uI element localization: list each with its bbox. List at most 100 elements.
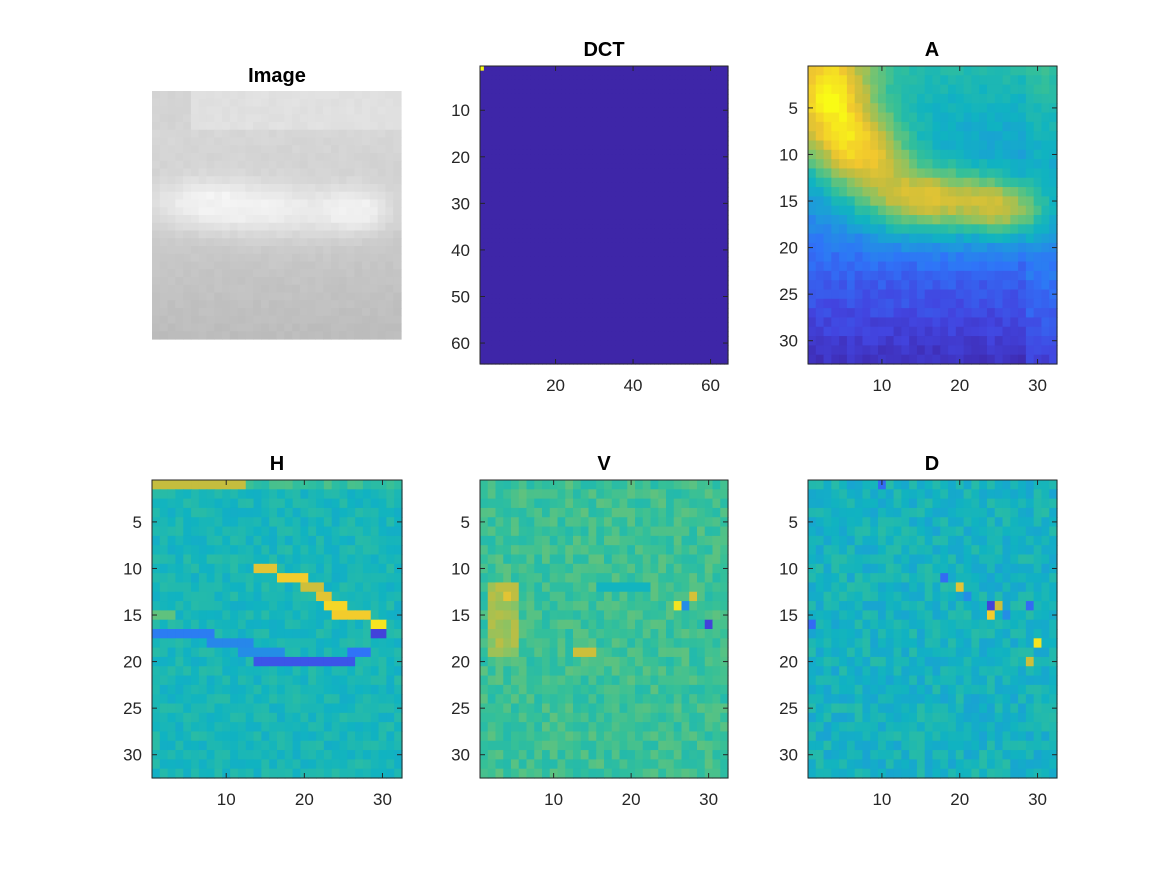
heatmap-cell: [495, 201, 500, 207]
heatmap-cell: [495, 177, 500, 184]
heatmap-cell: [229, 246, 239, 255]
heatmap-cell: [268, 284, 278, 294]
heatmap-cell: [229, 176, 239, 185]
heatmap-cell: [627, 140, 632, 146]
heatmap-cell: [611, 98, 617, 104]
heatmap-cell: [658, 135, 663, 142]
heatmap-cell: [487, 75, 493, 81]
heatmap-cell: [642, 261, 648, 267]
heatmap-cell: [377, 222, 387, 232]
heatmap-cell: [720, 331, 725, 337]
heatmap-cell: [557, 256, 562, 263]
heatmap-cell: [385, 230, 394, 239]
heatmap-cell: [483, 187, 489, 193]
heatmap-cell: [167, 284, 176, 294]
heatmap-cell: [611, 228, 617, 235]
heatmap-cell: [623, 159, 628, 165]
heatmap-cell: [338, 292, 348, 301]
heatmap-cell: [487, 317, 493, 323]
heatmap-cell: [538, 159, 543, 165]
heatmap-cell: [514, 168, 520, 174]
heatmap-cell: [534, 98, 539, 104]
heatmap-cell: [704, 345, 710, 351]
heatmap-cell: [724, 303, 729, 309]
heatmap-cell: [666, 350, 671, 356]
heatmap-cell: [522, 261, 528, 267]
heatmap-cell: [530, 201, 535, 207]
heatmap-cell: [635, 159, 640, 165]
heatmap-cell: [253, 222, 262, 232]
heatmap-cell: [685, 187, 690, 193]
heatmap-cell: [569, 219, 574, 225]
heatmap-cell: [724, 117, 729, 123]
heatmap-cell: [553, 126, 559, 132]
heatmap-cell: [650, 252, 655, 258]
heatmap-cell: [183, 98, 192, 108]
heatmap-cell: [393, 230, 402, 239]
heatmap-cell: [619, 112, 624, 118]
heatmap-cell: [584, 163, 590, 170]
heatmap-cell: [245, 98, 254, 108]
heatmap-cell: [638, 326, 644, 333]
heatmap-cell: [658, 219, 663, 225]
heatmap-cell: [615, 135, 621, 142]
heatmap-cell: [377, 246, 387, 255]
heatmap-cell: [638, 135, 644, 142]
heatmap-cell: [697, 331, 702, 337]
heatmap-cell: [253, 98, 262, 108]
heatmap-cell: [646, 350, 652, 356]
heatmap-cell: [615, 210, 621, 216]
heatmap-cell: [689, 317, 694, 323]
heatmap-cell: [708, 210, 714, 216]
heatmap-cell: [491, 322, 497, 328]
heatmap-cell: [635, 233, 640, 239]
heatmap-cell: [708, 238, 714, 244]
heatmap-cell: [669, 284, 675, 291]
heatmap-cell: [495, 256, 500, 263]
heatmap-cell: [561, 173, 566, 179]
heatmap-cell: [573, 145, 578, 151]
heatmap-cell: [354, 315, 363, 325]
heatmap-cell: [689, 159, 694, 165]
heatmap-cell: [511, 266, 516, 272]
heatmap-cell: [175, 114, 184, 123]
heatmap-cell: [615, 252, 621, 258]
heatmap-cell: [704, 308, 710, 314]
heatmap-cell: [268, 207, 278, 216]
heatmap-cell: [377, 129, 387, 139]
heatmap-cell: [604, 177, 609, 184]
heatmap-cell: [576, 182, 582, 188]
heatmap-cell: [549, 322, 555, 328]
heatmap-cell: [658, 187, 663, 193]
heatmap-cell: [534, 345, 539, 351]
heatmap-cell: [542, 182, 547, 188]
heatmap-cell: [159, 184, 169, 193]
heatmap-cell: [716, 126, 721, 132]
heatmap-cell: [658, 196, 663, 202]
heatmap-cell: [545, 163, 551, 170]
heatmap-cell: [565, 177, 570, 184]
heatmap-cell: [507, 312, 512, 319]
heatmap-cell: [503, 280, 508, 286]
heatmap-cell: [323, 308, 332, 317]
heatmap-cell: [553, 345, 559, 351]
heatmap-cell: [607, 205, 613, 211]
heatmap-cell: [526, 252, 531, 258]
heatmap-cell: [631, 191, 636, 197]
heatmap-cell: [522, 284, 528, 291]
heatmap-cell: [708, 149, 714, 156]
heatmap-cell: [697, 233, 702, 239]
heatmap-cell: [190, 168, 200, 177]
heatmap-cell: [530, 163, 535, 170]
heatmap-cell: [487, 173, 493, 179]
heatmap-cell: [650, 261, 655, 267]
heatmap-cell: [268, 308, 278, 317]
heatmap-cell: [627, 117, 632, 123]
heatmap-cell: [369, 308, 379, 317]
heatmap-cell: [619, 205, 624, 211]
heatmap-cell: [307, 160, 317, 170]
heatmap-cell: [499, 303, 504, 309]
heatmap-cell: [190, 160, 200, 170]
heatmap-cell: [237, 122, 246, 131]
heatmap-cell: [592, 261, 597, 267]
